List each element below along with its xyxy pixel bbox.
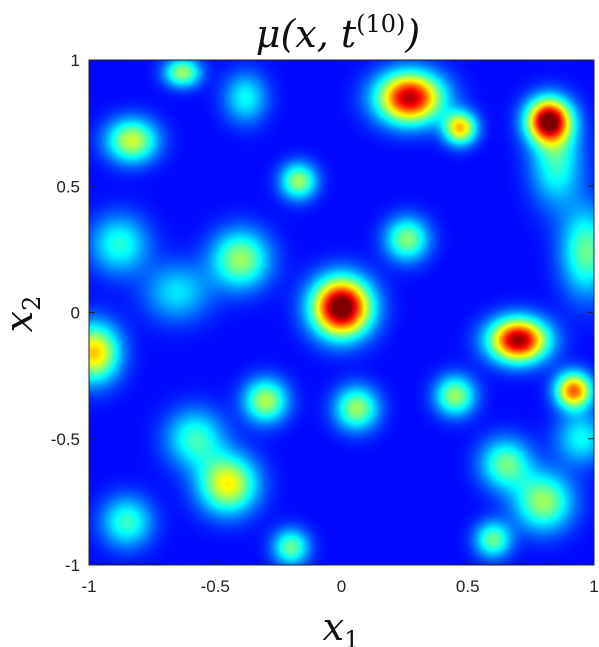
chart-title: μ(x, t(10))	[256, 10, 420, 56]
y-label-base: x	[0, 311, 41, 332]
svg-text:μ(x, t(10)): μ(x, t(10))	[256, 10, 420, 56]
y-axis-label: x2	[0, 296, 46, 333]
x-tick-label: 0	[337, 577, 346, 596]
y-tick-label: 1	[71, 51, 80, 70]
y-axis-ticks: -1 -0.5 0 0.5 1	[51, 51, 594, 575]
x-tick-label: -1	[81, 577, 96, 596]
svg-text:x1: x1	[323, 605, 360, 647]
x-tick-label: 1	[589, 577, 598, 596]
heatmap-plot-area	[88, 59, 595, 566]
x-axis-label: x1	[323, 605, 360, 647]
title-close: )	[404, 12, 420, 56]
title-base: μ(x, t	[256, 12, 357, 56]
heatmap-canvas	[89, 60, 594, 565]
y-tick-label: -0.5	[51, 430, 80, 449]
x-tick-label: 0.5	[456, 577, 480, 596]
svg-text:x2: x2	[0, 296, 46, 333]
x-label-base: x	[323, 605, 344, 647]
x-tick-label: -0.5	[201, 577, 230, 596]
title-superscript: (10)	[356, 10, 405, 38]
y-tick-label: 0.5	[56, 177, 80, 196]
y-tick-label: 0	[71, 304, 80, 323]
y-tick-label: -1	[65, 556, 80, 575]
x-label-subscript: 1	[344, 626, 359, 647]
x-axis-ticks: -1 -0.5 0 0.5 1	[81, 60, 599, 596]
y-label-subscript: 2	[18, 296, 46, 311]
